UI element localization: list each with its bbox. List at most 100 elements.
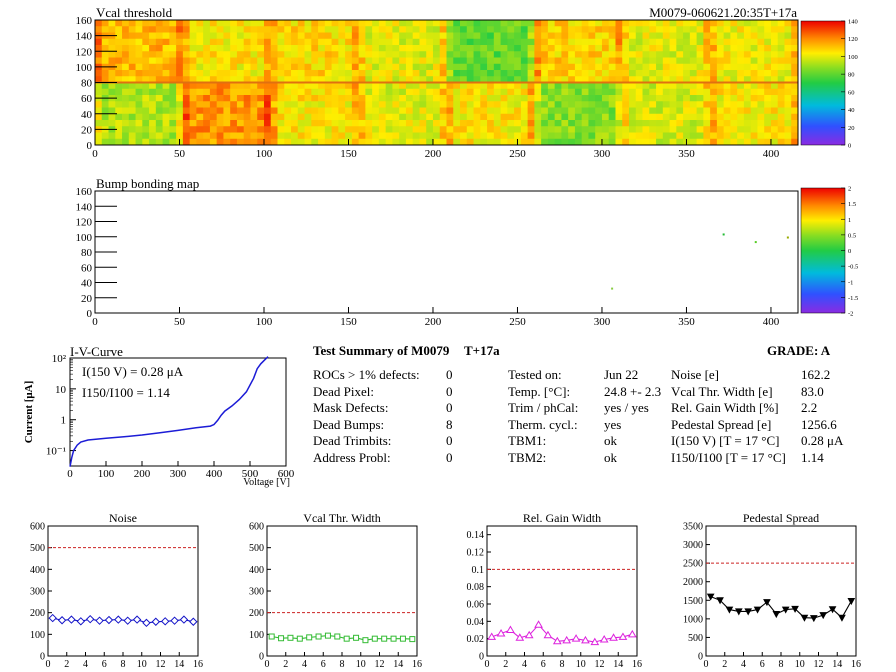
heatmap-cell: [730, 45, 738, 52]
heatmap-cell: [142, 51, 150, 58]
heatmap-cell: [601, 132, 610, 140]
heatmap-cell: [203, 126, 211, 133]
heatmap-cell: [629, 113, 637, 121]
heatmap-cell: [703, 82, 711, 90]
iv-annotation-current: I(150 V) = 0.28 μA: [82, 364, 184, 379]
heatmap-cell: [95, 38, 103, 46]
heatmap-cell: [791, 45, 799, 52]
heatmap-cell: [358, 32, 366, 40]
heatmap-cell: [426, 88, 434, 96]
heatmap-cell: [324, 107, 332, 115]
x-tick-label: 100: [98, 468, 115, 480]
heatmap-cell: [601, 88, 610, 96]
heatmap-cell: [473, 63, 481, 71]
y-tick-label: 400: [249, 565, 264, 576]
color-scale-tick-label: 100: [848, 54, 858, 61]
summary-label: Dead Bumps:: [313, 416, 385, 432]
heatmap-cell: [351, 32, 360, 40]
heatmap-cell: [723, 70, 731, 77]
heatmap-cell: [405, 126, 414, 133]
iv-x-axis-label: Voltage [V]: [243, 477, 290, 488]
heatmap-cell: [737, 70, 745, 77]
heatmap-cell: [446, 26, 454, 33]
heatmap-cell: [405, 120, 414, 127]
heatmap-cell: [405, 82, 414, 90]
heatmap-cell: [683, 120, 691, 127]
heatmap-cell: [223, 63, 231, 71]
heatmap-cell: [331, 45, 339, 52]
heatmap-cell: [743, 88, 752, 96]
heatmap-cell: [162, 57, 170, 65]
heatmap-cell: [777, 88, 785, 96]
heatmap-cell: [743, 113, 752, 121]
heatmap-cell: [588, 63, 596, 71]
heatmap-cell: [203, 95, 211, 102]
heatmap-cell: [101, 101, 109, 108]
heatmap-cell: [203, 63, 211, 71]
heatmap-cell: [331, 63, 339, 71]
heatmap-cell: [270, 32, 278, 40]
heatmap-cell: [615, 138, 623, 146]
heatmap-cell: [723, 138, 731, 146]
heatmap-cell: [561, 138, 569, 146]
heatmap-cell: [770, 138, 779, 146]
heatmap-cell: [392, 20, 400, 27]
heatmap-cell: [507, 138, 515, 146]
x-tick-label: 200: [425, 316, 442, 328]
heatmap-cell: [487, 45, 495, 52]
heatmap-cell: [250, 26, 258, 33]
x-tick-label: 400: [763, 316, 780, 328]
heatmap-cell: [95, 57, 103, 65]
summary-row: Address Probl: 0: [313, 450, 453, 467]
heatmap-cell: [155, 88, 163, 96]
heatmap-cell: [453, 132, 461, 140]
heatmap-cell: [169, 26, 177, 33]
heatmap-cell: [622, 32, 630, 40]
y-tick-label: 2000: [683, 577, 703, 588]
heatmap-cell: [534, 20, 542, 27]
heatmap-cell: [169, 20, 177, 27]
heatmap-cell: [311, 76, 319, 83]
heatmap-cell: [770, 88, 779, 96]
heatmap-cell: [662, 95, 670, 102]
iv-plot-frame: [69, 357, 287, 467]
heatmap-cell: [541, 70, 549, 77]
heatmap-cell: [392, 95, 400, 102]
heatmap-cell: [311, 95, 319, 102]
heatmap-cell: [662, 38, 670, 46]
heatmap-cell: [169, 57, 177, 65]
heatmap-cell: [480, 126, 488, 133]
data-point: [390, 635, 397, 642]
heatmap-cell: [250, 38, 258, 46]
heatmap-cell: [426, 132, 434, 140]
heatmap-cell: [135, 51, 143, 58]
heatmap-cell: [291, 113, 299, 121]
heatmap-cell: [243, 138, 251, 146]
data-point: [581, 635, 590, 644]
heatmap-cell: [635, 113, 643, 121]
heatmap-cell: [683, 70, 691, 77]
heatmap-cell: [615, 38, 623, 46]
heatmap-cell: [514, 70, 522, 77]
heatmap-cell: [304, 63, 312, 71]
summary-label: Dead Pixel:: [313, 383, 375, 399]
heatmap-cell: [365, 120, 373, 127]
heatmap-cell: [534, 32, 542, 40]
heatmap-cell: [777, 107, 785, 115]
heatmap-cell: [588, 82, 596, 90]
heatmap-cell: [108, 101, 116, 108]
heatmap-cell: [358, 132, 366, 140]
y-tick-label: 160: [76, 15, 93, 27]
heatmap-cell: [466, 70, 474, 77]
heatmap-cell: [189, 113, 197, 121]
heatmap-cell: [345, 120, 353, 127]
heatmap-cell: [263, 120, 272, 127]
heatmap-cell: [547, 51, 556, 58]
heatmap-cell: [243, 38, 251, 46]
data-point: [819, 612, 828, 620]
heatmap-cell: [392, 107, 400, 115]
heatmap-cell: [324, 32, 332, 40]
heatmap-cell: [615, 76, 623, 83]
heatmap-cell: [412, 20, 420, 27]
x-tick-label: 400: [206, 468, 223, 480]
